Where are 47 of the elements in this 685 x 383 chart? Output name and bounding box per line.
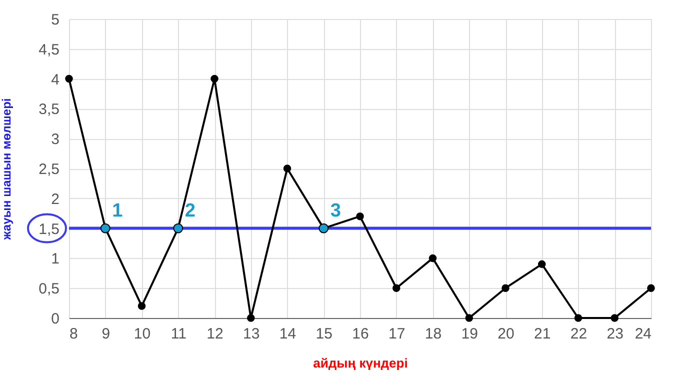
annotation: 2: [184, 200, 196, 222]
x-tick-label: 9: [102, 326, 110, 342]
y-tick-label: 4,5: [38, 41, 60, 58]
x-tick-label: 11: [170, 326, 186, 342]
y-tick-label: 0: [51, 310, 60, 328]
x-tick-label: 12: [206, 326, 224, 342]
x-tick-label: 16: [352, 326, 369, 342]
point: [465, 314, 473, 322]
point: [65, 74, 73, 83]
x-tick-label: 10: [134, 326, 151, 342]
x-tick-label: 18: [424, 326, 442, 342]
x-tick-label: 15: [316, 326, 332, 342]
y-tick-label: 1,5: [38, 220, 60, 238]
annotation: 3: [330, 200, 341, 222]
x-tick-label: 14: [279, 326, 296, 342]
point: [247, 314, 255, 322]
point: [210, 74, 218, 83]
point: [356, 212, 364, 220]
x-tick-label: 22: [570, 326, 588, 342]
point: [574, 314, 582, 322]
x-tick-label: 24: [634, 326, 652, 342]
x-tick-label: 20: [498, 326, 514, 342]
x-axis-title: айдың күндері: [313, 356, 408, 370]
y-tick-label: 3,5: [38, 101, 60, 118]
y-tick-label: 2,5: [38, 161, 60, 178]
y-tick-label: 4: [51, 71, 60, 88]
point: [502, 284, 510, 292]
point: [392, 284, 400, 292]
point: [283, 164, 292, 172]
x-tick-label: 21: [534, 326, 551, 342]
point: [647, 284, 655, 292]
point: [538, 260, 546, 268]
y-axis-title: жауын шашын мөлшері: [0, 98, 14, 241]
point: [138, 302, 146, 310]
x-tick-label: 8: [70, 326, 78, 342]
x-tick-label: 19: [461, 326, 478, 342]
x-tick-label: 17: [388, 326, 406, 342]
y-tick-label: 2: [51, 190, 60, 208]
point: [428, 254, 437, 262]
y-tick-label: 5: [51, 12, 60, 28]
y-tick-label: 1: [51, 250, 60, 268]
annotation: 1: [112, 200, 124, 222]
y-tick-label: 3: [51, 131, 60, 148]
point: [610, 314, 618, 322]
y-tick-label: 0,5: [38, 280, 60, 298]
x-tick-label: 13: [243, 326, 260, 342]
x-tick-label: 23: [606, 326, 624, 342]
